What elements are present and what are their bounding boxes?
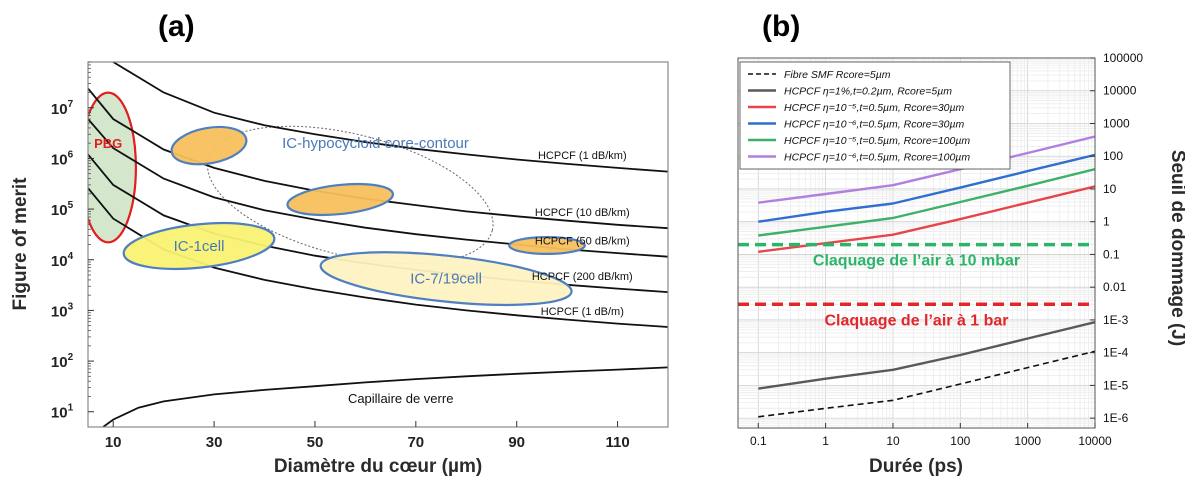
series-hcpcf-10-t-0-5-m-rcore-100-m: [758, 168, 1095, 237]
panel-a-regions-front: [122, 125, 586, 307]
panel-b-thresholds: Claquage de l’air à 10 mbar Claquage de l…: [738, 242, 1095, 329]
b-y-tick-label-1000: 1000: [1103, 117, 1130, 131]
region-ic-1cell: [122, 222, 276, 270]
region-pbg: [88, 91, 137, 244]
a-y-tick-label-1000: 103: [51, 301, 74, 320]
curve-label-hcpcf-200-db-km: HCPCF (200 dB/km): [532, 271, 633, 283]
a-y-tick-label-100: 102: [51, 352, 74, 371]
b-y-tick-label-100000: 100000: [1103, 51, 1143, 65]
region-ic-7-19cell: [319, 251, 573, 307]
a-x-tick-label-30: 30: [206, 434, 223, 451]
a-y-tick-label-100000: 105: [51, 200, 74, 219]
curve-label-hcpcf-1-db-m: HCPCF (1 dB/m): [541, 306, 624, 318]
curve-label-capillaire-de-verre: Capillaire de verre: [348, 391, 454, 406]
region-label-ic-7-19cell: IC-7/19cell: [410, 271, 482, 288]
b-y-tick-label-1e-6: 1E-6: [1103, 411, 1129, 425]
region-label-ic-hypocycloid-core-contour: IC-hypocycloid core-contour: [282, 135, 469, 152]
b-y-tick-label-10: 10: [1103, 182, 1117, 196]
a-y-tick-label-10000: 104: [51, 251, 74, 270]
b-x-tick-label-1: 1: [822, 434, 829, 448]
region-ic-hypocycloid-core-contour: [207, 125, 494, 265]
a-x-tick-label-70: 70: [407, 434, 424, 451]
curve-label-hcpcf-1-db-km: HCPCF (1 dB/km): [538, 150, 627, 162]
b-y-tick-label-10000: 10000: [1103, 84, 1137, 98]
a-x-tick-label-90: 90: [508, 434, 525, 451]
b-x-tick-label-10000: 10000: [1078, 434, 1112, 448]
region-blob-6: [508, 236, 586, 256]
panel-b-y-ticks: 100000 10000 1000 100 10 1 0.1 0.01 1E-3 1E-4 1E-5…: [1090, 51, 1143, 425]
a-x-tick-label-10: 10: [105, 434, 122, 451]
region-blob-5: [286, 182, 395, 217]
threshold-label-claquage-de-l-air-10-mbar: Claquage de l’air à 10 mbar: [813, 253, 1020, 270]
panel-a: (a) HCPCF (1 dB/km)HCPCF (10 dB/km)HCPCF…: [10, 10, 669, 477]
legend-entry-hcpcf-10-t-0-5-m-rcore-100-m: HCPCF η=10⁻⁵,t=0.5µm, Rcore=100µm: [784, 135, 970, 147]
panel-b-y-axis-title: Seuil de dommage (J): [1167, 150, 1185, 346]
panel-b-x-axis-title: Durée (ps): [869, 456, 963, 477]
a-y-tick-label-10000000: 107: [51, 99, 74, 118]
b-y-tick-label-1e-5: 1E-5: [1103, 378, 1129, 392]
series-hcpcf-10-t-0-5-m-rcore-30-m: [758, 153, 1095, 223]
panel-b-legend: Fibre SMF Rcore=5µm HCPCF η=1%,t=0.2µm, R…: [739, 61, 1011, 170]
series-hcpcf-1-t-0-2-m-rcore-5-m: [758, 321, 1095, 390]
b-x-tick-label-10: 10: [886, 434, 900, 448]
panel-a-y-ticks: 101 102 103 104 105 106 107: [51, 61, 94, 422]
legend-entry-hcpcf-10-t-0-5-m-rcore-100-m: HCPCF η=10⁻⁶,t=0.5µm, Rcore=100µm: [784, 152, 970, 164]
legend-entry-hcpcf-10-t-0-5-m-rcore-30-m: HCPCF η=10⁻⁵,t=0.5µm, Rcore=30µm: [784, 102, 965, 114]
series-hcpcf-10-t-0-5-m-rcore-100-m: [758, 135, 1095, 204]
legend-box: [739, 61, 1011, 170]
b-y-tick-label-0-1: 0.1: [1103, 247, 1120, 261]
b-y-tick-label-1e-4: 1E-4: [1103, 346, 1129, 360]
legend-entry-hcpcf-1-t-0-2-m-rcore-5-m: HCPCF η=1%,t=0.2µm, Rcore=5µm: [784, 86, 952, 98]
b-y-tick-label-100: 100: [1103, 149, 1123, 163]
panel-a-x-ticks: 10 30 50 70 90 110: [105, 421, 630, 451]
panel-a-regions: [88, 91, 494, 265]
panel-b-label: (b): [762, 10, 800, 43]
threshold-label-claquage-de-l-air-1-bar: Claquage de l’air à 1 bar: [824, 312, 1008, 329]
panel-a-curve-labels: HCPCF (1 dB/km) HCPCF (10 dB/km) HCPCF (50…: [348, 150, 633, 406]
panel-b-x-ticks: 0.1 1 10 100 1000 10000: [750, 423, 1112, 448]
a-x-tick-label-50: 50: [307, 434, 324, 451]
b-y-tick-label-0-01: 0.01: [1103, 280, 1127, 294]
legend-entry-hcpcf-10-t-0-5-m-rcore-30-m: HCPCF η=10⁻⁶,t=0.5µm, Rcore=30µm: [784, 119, 964, 131]
b-y-tick-label-1e-3: 1E-3: [1103, 313, 1129, 327]
curve-capillaire-de-verre: [102, 366, 668, 427]
curve-hcpcf-1-db-km: [112, 62, 668, 173]
a-y-tick-label-10: 101: [51, 403, 74, 422]
a-x-tick-label-110: 110: [605, 434, 629, 451]
a-y-tick-label-1000000: 106: [51, 149, 74, 168]
b-x-tick-label-100: 100: [950, 434, 970, 448]
panel-b: (b) Claquage de l’air à 10 mbarClaquage …: [737, 10, 1185, 477]
panel-b-frame: [737, 57, 1096, 429]
panel-b-series: [758, 135, 1095, 418]
curve-label-hcpcf-50-db-km: HCPCF (50 dB/km): [535, 236, 630, 248]
curve-label-hcpcf-10-db-km: HCPCF (10 dB/km): [535, 207, 630, 219]
b-x-tick-label-1000: 1000: [1014, 434, 1041, 448]
region-label-pbg: PBG: [94, 136, 122, 151]
region-blob-4: [170, 125, 248, 166]
legend-entry-fibre-smf-rcore-5-m: Fibre SMF Rcore=5µm: [784, 69, 891, 81]
region-label-ic-1cell: IC-1cell: [174, 238, 225, 255]
panel-a-x-axis-title: Diamètre du cœur (µm): [274, 456, 482, 477]
panel-a-region-labels: PBG IC-hypocycloid core-contour IC-1cell IC…: [94, 135, 482, 288]
series-fibre-smf-rcore-5-m: [758, 350, 1095, 418]
panel-a-y-axis-title: Figure of merit: [10, 177, 31, 311]
b-y-tick-label-1: 1: [1103, 215, 1110, 229]
b-x-tick-label-0-1: 0.1: [750, 434, 767, 448]
panel-a-label: (a): [158, 10, 195, 43]
